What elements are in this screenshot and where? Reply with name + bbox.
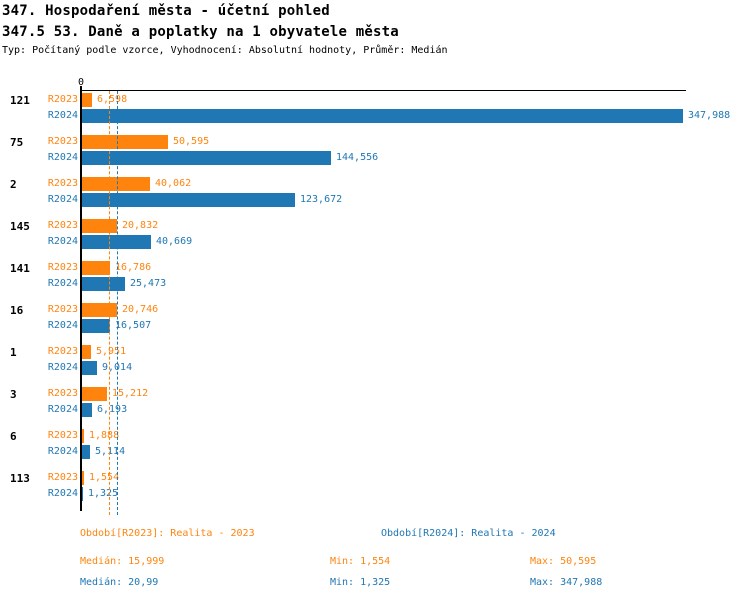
series-label-r2023: R2023 bbox=[47, 472, 78, 483]
series-label-r2024: R2024 bbox=[47, 110, 78, 121]
bar-r2023 bbox=[81, 471, 84, 485]
bar-value-label: 50,595 bbox=[173, 136, 210, 147]
bar-value-label: 5,951 bbox=[96, 346, 127, 357]
bar-r2024 bbox=[81, 445, 90, 459]
stat-min-r2024: Min: 1,325 bbox=[330, 577, 391, 588]
series-label-r2024: R2024 bbox=[47, 152, 78, 163]
bar-value-label: 16,786 bbox=[115, 262, 152, 273]
bar-value-label: 123,672 bbox=[300, 194, 343, 205]
series-label-r2024: R2024 bbox=[47, 404, 78, 415]
bar-value-label: 20,746 bbox=[122, 304, 159, 315]
series-label-r2024: R2024 bbox=[47, 446, 78, 457]
category-label: 6 bbox=[10, 430, 17, 443]
category-label: 16 bbox=[10, 304, 24, 317]
bar-r2024 bbox=[81, 193, 295, 207]
category-label: 75 bbox=[10, 136, 24, 149]
report-title: 347. Hospodaření města - účetní pohled bbox=[2, 3, 330, 19]
bar-value-label: 25,473 bbox=[130, 278, 167, 289]
series-label-r2024: R2024 bbox=[47, 488, 78, 499]
category-label: 121 bbox=[10, 94, 30, 107]
category-label: 3 bbox=[10, 388, 17, 401]
bar-r2023 bbox=[81, 345, 91, 359]
category-label: 113 bbox=[10, 472, 30, 485]
category-label: 1 bbox=[10, 346, 17, 359]
bar-value-label: 40,669 bbox=[156, 236, 193, 247]
bar-r2023 bbox=[81, 219, 117, 233]
bar-value-label: 20,832 bbox=[122, 220, 159, 231]
bar-value-label: 6,598 bbox=[97, 94, 128, 105]
bar-value-label: 5,114 bbox=[95, 446, 126, 457]
bar-r2024 bbox=[81, 361, 97, 375]
bar-value-label: 15,212 bbox=[112, 388, 149, 399]
bar-value-label: 1,888 bbox=[89, 430, 120, 441]
bar-r2024 bbox=[81, 319, 110, 333]
bar-r2023 bbox=[81, 261, 110, 275]
bar-value-label: 40,062 bbox=[155, 178, 192, 189]
series-label-r2024: R2024 bbox=[47, 194, 78, 205]
legend-period-r2024: Období[R2024]: Realita - 2024 bbox=[381, 528, 556, 539]
median-line-r2024 bbox=[117, 91, 118, 515]
stat-min-r2023: Min: 1,554 bbox=[330, 556, 391, 567]
bar-value-label: 1,325 bbox=[88, 488, 119, 499]
x-axis-line bbox=[81, 90, 686, 91]
series-label-r2023: R2023 bbox=[47, 346, 78, 357]
bar-r2023 bbox=[81, 177, 150, 191]
bar-r2024 bbox=[81, 109, 683, 123]
bar-value-label: 144,556 bbox=[336, 152, 379, 163]
series-label-r2024: R2024 bbox=[47, 362, 78, 373]
stat-max-r2024: Max: 347,988 bbox=[530, 577, 603, 588]
category-label: 141 bbox=[10, 262, 30, 275]
bar-r2023 bbox=[81, 135, 168, 149]
series-label-r2024: R2024 bbox=[47, 278, 78, 289]
indicator-title: 347.5 53. Daně a poplatky na 1 obyvatele… bbox=[2, 24, 399, 40]
series-label-r2023: R2023 bbox=[47, 94, 78, 105]
legend-period-r2023: Období[R2023]: Realita - 2023 bbox=[80, 528, 255, 539]
bar-value-label: 16,507 bbox=[115, 320, 152, 331]
bar-r2023 bbox=[81, 93, 92, 107]
bar-r2023 bbox=[81, 387, 107, 401]
category-label: 2 bbox=[10, 178, 17, 191]
category-label: 145 bbox=[10, 220, 30, 233]
series-label-r2023: R2023 bbox=[47, 220, 78, 231]
series-label-r2023: R2023 bbox=[47, 136, 78, 147]
series-label-r2023: R2023 bbox=[47, 304, 78, 315]
series-label-r2023: R2023 bbox=[47, 388, 78, 399]
bar-r2024 bbox=[81, 487, 83, 501]
axis-zero-tick-label: 0 bbox=[77, 77, 85, 88]
series-label-r2023: R2023 bbox=[47, 430, 78, 441]
indicator-meta: Typ: Počítaný podle vzorce, Vyhodnocení:… bbox=[2, 45, 448, 56]
stat-max-r2023: Max: 50,595 bbox=[530, 556, 597, 567]
series-label-r2024: R2024 bbox=[47, 320, 78, 331]
bar-value-label: 1,554 bbox=[89, 472, 120, 483]
series-label-r2024: R2024 bbox=[47, 236, 78, 247]
median-line-r2023 bbox=[109, 91, 110, 515]
bar-r2023 bbox=[81, 429, 84, 443]
bar-r2024 bbox=[81, 235, 151, 249]
y-axis-line bbox=[80, 86, 82, 511]
bar-r2023 bbox=[81, 303, 117, 317]
bar-r2024 bbox=[81, 403, 92, 417]
stat-median-r2024: Medián: 20,99 bbox=[80, 577, 159, 588]
bar-value-label: 347,988 bbox=[688, 110, 731, 121]
bar-r2024 bbox=[81, 277, 125, 291]
series-label-r2023: R2023 bbox=[47, 262, 78, 273]
bar-r2024 bbox=[81, 151, 331, 165]
bar-value-label: 6,193 bbox=[97, 404, 128, 415]
stat-median-r2023: Medián: 15,999 bbox=[80, 556, 165, 567]
series-label-r2023: R2023 bbox=[47, 178, 78, 189]
